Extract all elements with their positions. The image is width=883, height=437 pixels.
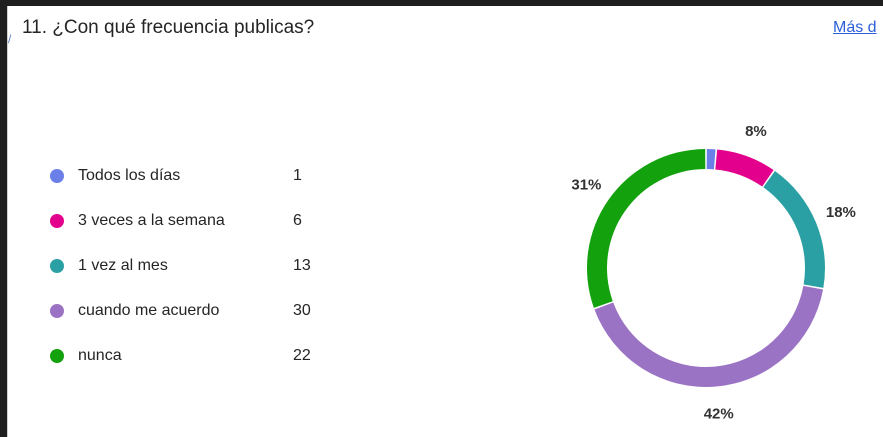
legend-label: cuando me acuerdo <box>78 302 220 319</box>
legend-item: 1 vez al mes 13 <box>50 256 350 301</box>
legend-swatch <box>50 169 64 183</box>
legend-count: 6 <box>293 212 302 229</box>
slice-percent-label: 8% <box>745 123 767 140</box>
legend-swatch <box>50 259 64 273</box>
legend-item: Todos los días 1 <box>50 166 350 211</box>
legend-count: 13 <box>293 257 311 274</box>
chart-legend: Todos los días 1 3 veces a la semana 6 1 vez… <box>50 166 350 391</box>
legend-count: 22 <box>293 347 311 364</box>
legend-item: nunca 22 <box>50 346 350 391</box>
donut-slice <box>586 149 706 308</box>
question-card: / 11. ¿Con qué frecuencia publicas? Más … <box>7 6 883 437</box>
slice-percent-label: 18% <box>826 204 856 221</box>
donut-slice <box>594 285 824 387</box>
legend-label: nunca <box>78 347 122 364</box>
legend-swatch <box>50 349 64 363</box>
donut-slice <box>706 149 716 170</box>
donut-slice <box>763 170 826 288</box>
legend-item: cuando me acuerdo 30 <box>50 301 350 346</box>
legend-label: Todos los días <box>78 167 181 184</box>
edge-marker-icon: / <box>8 32 12 46</box>
legend-item: 3 veces a la semana 6 <box>50 211 350 256</box>
slice-percent-label: 42% <box>704 405 734 422</box>
legend-swatch <box>50 304 64 318</box>
legend-count: 30 <box>293 302 311 319</box>
slice-percent-label: 31% <box>571 176 601 193</box>
question-title: 11. ¿Con qué frecuencia publicas? <box>22 17 315 38</box>
legend-count: 1 <box>293 167 302 184</box>
legend-swatch <box>50 214 64 228</box>
more-details-link[interactable]: Más d <box>833 19 877 36</box>
legend-label: 3 veces a la semana <box>78 212 225 229</box>
donut-slice <box>715 149 774 187</box>
legend-label: 1 vez al mes <box>78 257 168 274</box>
